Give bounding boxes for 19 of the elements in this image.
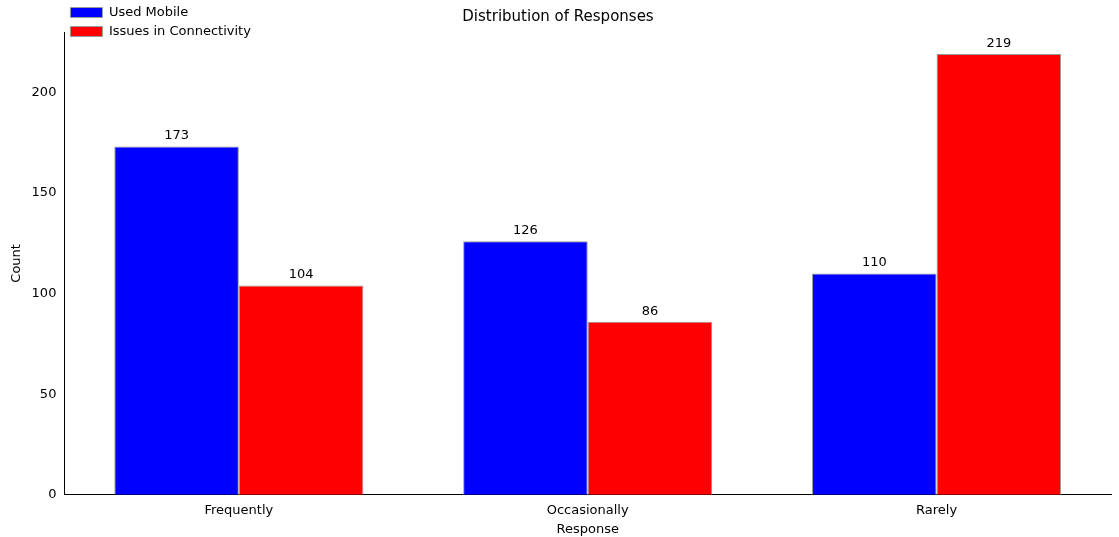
data-label: 126 (513, 222, 538, 238)
legend-label: Issues in Connectivity (108, 22, 252, 38)
data-label: 110 (861, 254, 887, 270)
y-tick-label: 200 (31, 83, 57, 99)
x-tick-label: Occasionally (546, 501, 629, 517)
legend-label: Used Mobile (108, 3, 189, 19)
x-tick-label: Frequently (204, 501, 274, 517)
data-label: 104 (288, 266, 314, 282)
y-tick-label: 100 (31, 284, 57, 300)
x-axis-title: Response (556, 520, 619, 536)
y-tick-label: 150 (31, 184, 57, 200)
chart-title: Distribution of Responses (462, 6, 654, 25)
data-label: 173 (164, 127, 189, 143)
x-tick-label: Rarely (916, 501, 958, 517)
data-label: 86 (641, 302, 659, 318)
y-axis-title: Count (8, 244, 24, 283)
y-tick-label: 50 (39, 385, 57, 401)
data-label: 219 (986, 34, 1012, 50)
y-tick-label: 0 (48, 486, 57, 502)
